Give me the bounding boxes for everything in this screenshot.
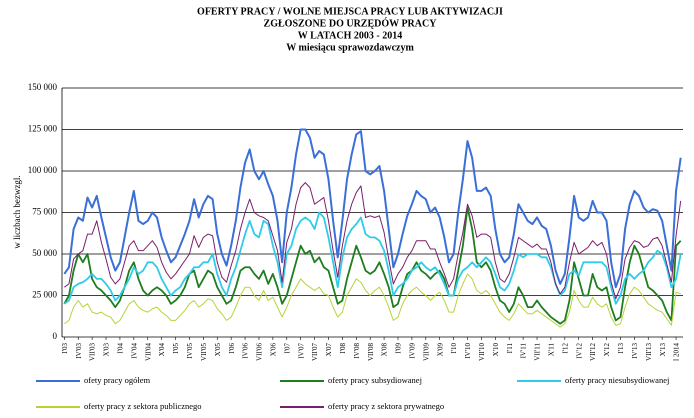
x-tick-label: X'12	[603, 343, 611, 357]
chart-title: ZGŁOSZONE DO URZĘDÓW PRACY	[264, 17, 438, 29]
y-tick-label: 25 000	[32, 290, 57, 300]
series-line	[63, 206, 682, 325]
y-axis-label: w liczbach bezwzgl.	[12, 175, 22, 248]
x-tick-label: VII'08	[367, 343, 375, 361]
x-tick-label: X'05	[214, 343, 222, 357]
x-tick-label: IV'04	[130, 343, 138, 359]
x-tick-label: X'10	[492, 343, 500, 357]
x-tick-label: X'11	[548, 343, 556, 357]
x-tick-label: IV'10	[464, 343, 472, 359]
x-tick-label: I'10	[450, 343, 458, 354]
x-tick-label: I 2014	[673, 343, 681, 362]
y-tick-label: 0	[53, 331, 58, 341]
x-tick-label: VII'11	[534, 343, 542, 361]
y-tick-label: 125 000	[28, 124, 58, 134]
series-line	[63, 211, 682, 305]
legend-label: ofety pracy ogółem	[84, 375, 150, 385]
x-tick-label: IV'13	[631, 343, 639, 359]
chart-title: W LATACH 2003 - 2014	[298, 30, 402, 41]
x-tick-label: I'08	[339, 343, 347, 354]
x-tick-label: IV'03	[75, 343, 83, 359]
y-tick-label: 50 000	[32, 248, 57, 258]
x-tick-label: X'04	[158, 343, 166, 357]
x-tick-label: VII'10	[478, 343, 486, 361]
x-tick-label: X'07	[325, 343, 333, 357]
x-tick-label: VII'07	[311, 343, 319, 361]
x-tick-label: IV'06	[242, 343, 250, 359]
y-tick-label: 150 000	[28, 82, 58, 92]
x-tick-label: VII'05	[200, 343, 208, 361]
chart-title: OFERTY PRACY / WOLNE MIEJSCA PRACY LUB A…	[197, 6, 503, 17]
x-tick-label: I'13	[617, 343, 625, 354]
x-tick-label: X'06	[269, 343, 277, 357]
x-tick-label: X'09	[436, 343, 444, 357]
y-tick-label: 100 000	[28, 165, 58, 175]
x-tick-label: VII'12	[589, 343, 597, 361]
x-tick-label: I'03	[61, 343, 69, 354]
x-tick-label: VII'06	[256, 343, 264, 361]
x-tick-label: VII'04	[144, 343, 152, 361]
x-tick-label: IV'12	[575, 343, 583, 359]
x-tick-label: I'06	[228, 343, 236, 354]
x-tick-label: X'13	[659, 343, 667, 357]
legend-label: oferty pracy subsydiowanej	[328, 375, 422, 385]
x-tick-label: I'05	[172, 343, 180, 354]
y-tick-label: 75 000	[32, 207, 57, 217]
legend-label: oferty pracy niesubsydiowanej	[565, 375, 669, 385]
x-tick-label: IV'09	[409, 343, 417, 359]
x-tick-label: VII'09	[422, 343, 430, 361]
x-tick-label: I'12	[561, 343, 569, 354]
x-tick-label: IV'11	[520, 343, 528, 359]
series-line	[63, 128, 682, 289]
legend-label: oferty pracy z sektora prywatnego	[328, 401, 444, 411]
x-tick-label: IV'05	[186, 343, 194, 359]
x-tick-label: X'08	[381, 343, 389, 357]
series-line	[64, 273, 681, 328]
x-tick-label: VII'13	[645, 343, 653, 361]
x-tick-label: I'04	[117, 343, 125, 354]
legend-label: oferty pracy z sektora publicznego	[84, 401, 202, 411]
x-tick-label: X'03	[103, 343, 111, 357]
x-tick-label: I'11	[506, 343, 514, 354]
chart-subtitle: W miesiącu sprawozdawczym	[286, 42, 414, 53]
x-tick-label: I'09	[395, 343, 403, 354]
series-line	[64, 182, 682, 300]
x-tick-label: I'07	[283, 343, 291, 354]
x-tick-label: IV'08	[353, 343, 361, 359]
x-tick-label: VII'03	[89, 343, 97, 361]
x-tick-label: IV'07	[297, 343, 305, 359]
